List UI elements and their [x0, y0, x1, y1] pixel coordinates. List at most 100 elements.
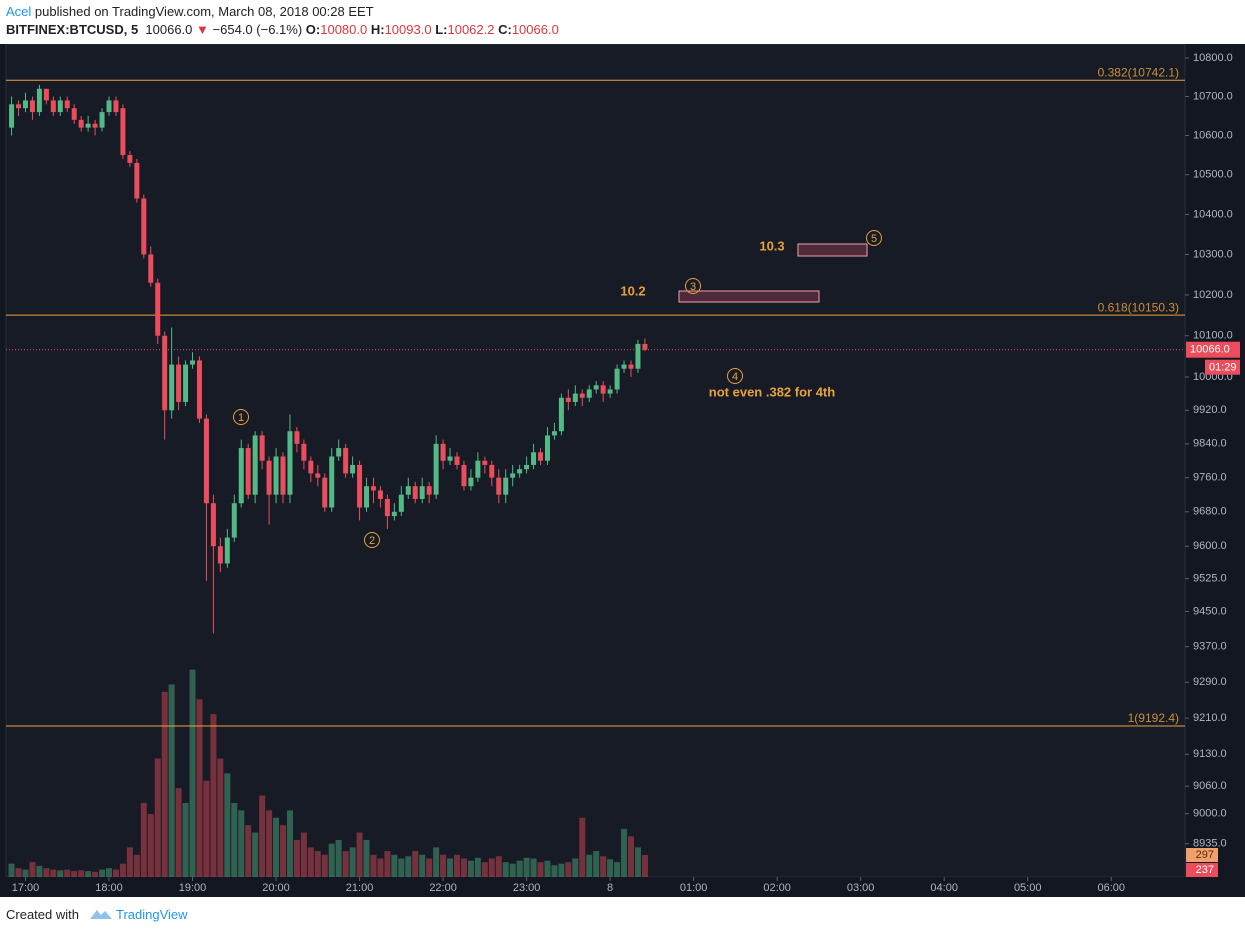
wave-label: 2 — [369, 535, 375, 547]
publisher[interactable]: Acel — [6, 4, 32, 19]
candle-body — [231, 503, 237, 538]
candle-body — [586, 389, 592, 398]
volume-bar — [29, 862, 36, 877]
volume-bar — [99, 869, 106, 877]
price-tag — [1186, 341, 1240, 358]
candle-body — [496, 477, 502, 495]
candle-body — [162, 335, 168, 411]
candle-body — [57, 100, 63, 113]
candle-body — [329, 456, 335, 508]
volume-bar — [453, 854, 460, 877]
ohlc-value: 10080.0 — [320, 22, 368, 37]
candle-body — [169, 364, 175, 411]
candle-body — [217, 546, 223, 564]
candle-body — [134, 162, 140, 199]
candle-body — [343, 448, 349, 474]
volume-bar — [474, 857, 481, 877]
volume-bar — [440, 854, 447, 877]
box-label: 10.3 — [759, 238, 784, 253]
candle-body — [210, 503, 216, 547]
volume-bar — [175, 788, 182, 877]
chart: 0.382(10742.1) 0.618(10150.3) 1(9192.4) 1 … — [0, 44, 1245, 897]
x-tick-label: 17:00 — [12, 882, 40, 894]
volume-bar — [405, 856, 412, 877]
target-box — [678, 290, 820, 303]
candle-body — [426, 486, 432, 495]
candle-body — [642, 343, 648, 350]
candle-body — [113, 100, 119, 113]
volume-bar — [634, 847, 641, 877]
ohlc-value: 10066.0 — [511, 22, 559, 37]
y-tick-label: 9600.0 — [1193, 540, 1227, 552]
volume-bar — [593, 851, 600, 877]
x-tick-label: 20:00 — [262, 882, 290, 894]
volume-bar — [140, 802, 147, 877]
volume-bar — [516, 860, 523, 877]
target-box — [797, 243, 868, 257]
volume-bar — [565, 862, 572, 877]
candle-body — [280, 456, 286, 495]
candle-body — [252, 435, 258, 495]
volume-bar — [36, 865, 43, 877]
volume-bar — [92, 871, 99, 877]
volume-bar — [321, 854, 328, 877]
volume-bar — [196, 699, 203, 877]
logo-shape — [89, 910, 112, 919]
y-tick-label: 9450.0 — [1193, 605, 1227, 617]
candle-body — [294, 431, 300, 444]
candle-body — [22, 100, 28, 109]
x-tick-label: 03:00 — [847, 882, 875, 894]
volume-bar — [273, 817, 280, 877]
y-tick-label: 10700.0 — [1193, 90, 1233, 102]
level-label: 0.382(10742.1) — [1098, 65, 1179, 79]
volume-bar — [384, 851, 391, 877]
candle-body — [551, 431, 557, 436]
volume-bar — [502, 862, 509, 877]
volume-bar — [607, 859, 614, 877]
candle-body — [287, 431, 293, 495]
wave-circle — [233, 409, 249, 425]
volume-bar — [203, 780, 210, 877]
volume-bar — [147, 814, 154, 877]
ohlc-key: L: — [435, 22, 448, 37]
header-line: Acel published on TradingView.com, March… — [6, 3, 559, 21]
candle-body — [9, 104, 15, 128]
footer-text: Created with — [6, 907, 79, 922]
candle-body — [412, 486, 418, 499]
candle-body — [259, 435, 265, 461]
candle-body — [377, 490, 383, 499]
header: Acel published on TradingView.com, March… — [6, 3, 559, 39]
volume-bar — [363, 839, 370, 877]
wave-label: 1 — [238, 412, 244, 424]
candle-body — [475, 460, 481, 478]
candle-body — [531, 452, 537, 465]
volume-bar — [349, 847, 356, 877]
candle-body — [635, 343, 641, 369]
volume-bar — [57, 870, 64, 877]
candle-body — [384, 498, 390, 517]
volume-bar — [509, 863, 516, 877]
candle-body — [238, 448, 244, 504]
candle-body — [517, 469, 523, 474]
change: −654.0 (−6.1%) — [212, 22, 303, 37]
candle-body — [301, 443, 307, 461]
volume-bar — [523, 857, 530, 877]
volume-bar — [530, 858, 537, 877]
candle-body — [419, 486, 425, 499]
candle-body — [579, 393, 585, 398]
candle-body — [391, 511, 397, 517]
brand[interactable]: TradingView — [116, 907, 188, 922]
volume-bar — [447, 858, 454, 877]
volume-bar — [71, 871, 78, 877]
volume-bar — [8, 863, 15, 877]
level-label: 1(9192.4) — [1128, 711, 1179, 725]
candle-body — [433, 443, 439, 495]
y-tick-label: 10400.0 — [1193, 208, 1233, 220]
wave-label: 4 — [732, 371, 738, 383]
volume-bar — [426, 858, 433, 877]
candle-body — [308, 460, 314, 474]
candle-body — [315, 473, 321, 478]
volume-bar — [614, 862, 621, 877]
x-tick-label: 02:00 — [763, 882, 791, 894]
candle-body — [565, 397, 571, 402]
